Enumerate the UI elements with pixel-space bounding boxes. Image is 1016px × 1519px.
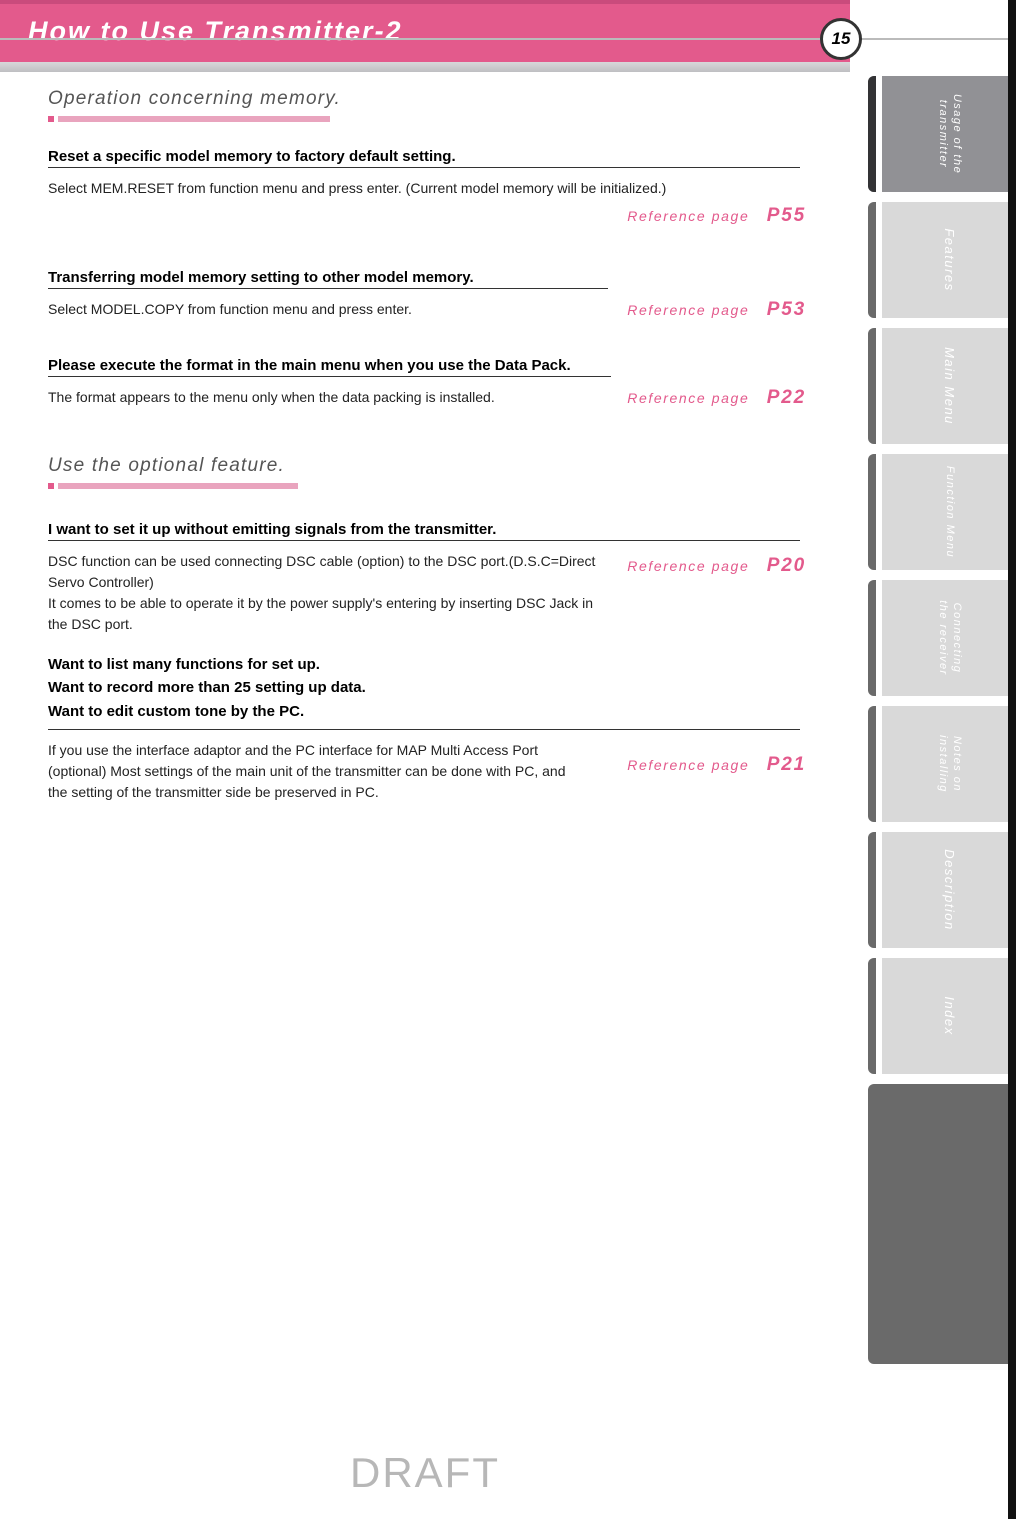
tab-bar xyxy=(868,832,876,948)
section-memory-header: Operation concerning memory. xyxy=(48,88,806,122)
tab-function-menu[interactable]: Function Menu xyxy=(868,454,1016,570)
content-area: Operation concerning memory. Reset a spe… xyxy=(48,80,806,803)
side-tabs: Usage of the transmitter Features Main M… xyxy=(868,76,1016,1364)
ref-label: Reference page xyxy=(627,558,749,574)
tab-stripe xyxy=(876,454,882,570)
tab-label: Main Menu xyxy=(941,328,957,444)
want-line-0: Want to list many functions for set up. xyxy=(48,653,806,676)
memory-item-2-body: The format appears to the menu only when… xyxy=(48,387,495,408)
optional-item-0: I want to set it up without emitting sig… xyxy=(48,507,806,635)
tab-connecting[interactable]: Connecting the receiver xyxy=(868,580,1016,696)
tab-blank xyxy=(868,1084,1016,1364)
memory-item-0: Reset a specific model memory to factory… xyxy=(48,134,806,227)
memory-item-1-body: Select MODEL.COPY from function menu and… xyxy=(48,299,412,320)
page-title: How to Use Transmitter-2 xyxy=(28,16,403,47)
optional-item-0-ref: Reference page P20 xyxy=(607,555,806,577)
memory-item-1-ref: Reference page P53 xyxy=(607,299,806,321)
ref-page: P22 xyxy=(767,387,806,408)
tab-bar xyxy=(868,580,876,696)
section-optional-title: Use the optional feature. xyxy=(48,455,806,481)
header-rule-right xyxy=(860,38,1016,40)
ref-page: P20 xyxy=(767,555,806,576)
ref-label: Reference page xyxy=(627,208,749,224)
tab-label: Index xyxy=(941,958,957,1074)
tab-label: Features xyxy=(941,202,957,318)
want-line-1: Want to record more than 25 setting up d… xyxy=(48,676,806,699)
tab-bar xyxy=(868,202,876,318)
tab-label: Usage of the transmitter xyxy=(936,76,964,192)
want-line-2: Want to edit custom tone by the PC. xyxy=(48,700,806,723)
header-rule-left xyxy=(0,38,823,40)
memory-item-1-heading: Transferring model memory setting to oth… xyxy=(48,269,608,289)
tab-index[interactable]: Index xyxy=(868,958,1016,1074)
section-optional-header: Use the optional feature. xyxy=(48,455,806,489)
memory-item-0-heading: Reset a specific model memory to factory… xyxy=(48,148,800,168)
page-number: 15 xyxy=(832,29,851,49)
page-number-badge: 15 xyxy=(820,18,862,60)
tab-bar xyxy=(868,454,876,570)
memory-item-2-heading: Please execute the format in the main me… xyxy=(48,357,611,377)
optional-item-0-body: DSC function can be used connecting DSC … xyxy=(48,551,607,635)
ref-page: P55 xyxy=(767,205,806,226)
tab-stripe xyxy=(876,76,882,192)
tab-label: Connecting the receiver xyxy=(936,580,964,696)
section-memory-underline xyxy=(48,116,330,122)
tab-stripe xyxy=(876,580,882,696)
memory-item-1: Transferring model memory setting to oth… xyxy=(48,255,806,321)
optional-item-0-heading: I want to set it up without emitting sig… xyxy=(48,521,800,541)
memory-item-2: Please execute the format in the main me… xyxy=(48,343,806,409)
section-memory-title: Operation concerning memory. xyxy=(48,88,806,114)
tab-label: Function Menu xyxy=(943,454,957,570)
tab-label: Notes on installing xyxy=(936,706,964,822)
page-header: How to Use Transmitter-2 xyxy=(0,0,850,62)
ref-label: Reference page xyxy=(627,757,749,773)
ref-page: P21 xyxy=(767,754,806,775)
tab-notes[interactable]: Notes on installing xyxy=(868,706,1016,822)
tab-description[interactable]: Description xyxy=(868,832,1016,948)
ref-label: Reference page xyxy=(627,390,749,406)
optional-item-1-ref: Reference page P21 xyxy=(607,754,806,776)
tab-bar xyxy=(868,76,876,192)
ref-page: P53 xyxy=(767,299,806,320)
tab-bar xyxy=(868,328,876,444)
tab-stripe xyxy=(876,706,882,822)
page-edge-bar xyxy=(1008,0,1016,1519)
memory-item-0-ref: Reference page P55 xyxy=(48,205,806,227)
tab-label: Description xyxy=(941,832,957,948)
tab-usage[interactable]: Usage of the transmitter xyxy=(868,76,1016,192)
tab-features[interactable]: Features xyxy=(868,202,1016,318)
memory-item-0-body: Select MEM.RESET from function menu and … xyxy=(48,178,806,199)
ref-label: Reference page xyxy=(627,302,749,318)
tab-bar xyxy=(868,706,876,822)
tab-stripe xyxy=(876,832,882,948)
tab-stripe xyxy=(876,328,882,444)
tab-stripe xyxy=(876,958,882,1074)
tab-main-menu[interactable]: Main Menu xyxy=(868,328,1016,444)
watermark: DRAFT xyxy=(0,1449,850,1497)
optional-item-1-body: If you use the interface adaptor and the… xyxy=(48,740,588,803)
optional-item-1: Want to list many functions for set up. … xyxy=(48,653,806,803)
section-optional-underline xyxy=(48,483,298,489)
tab-bar xyxy=(868,958,876,1074)
memory-item-2-ref: Reference page P22 xyxy=(607,387,806,409)
tab-stripe xyxy=(876,202,882,318)
